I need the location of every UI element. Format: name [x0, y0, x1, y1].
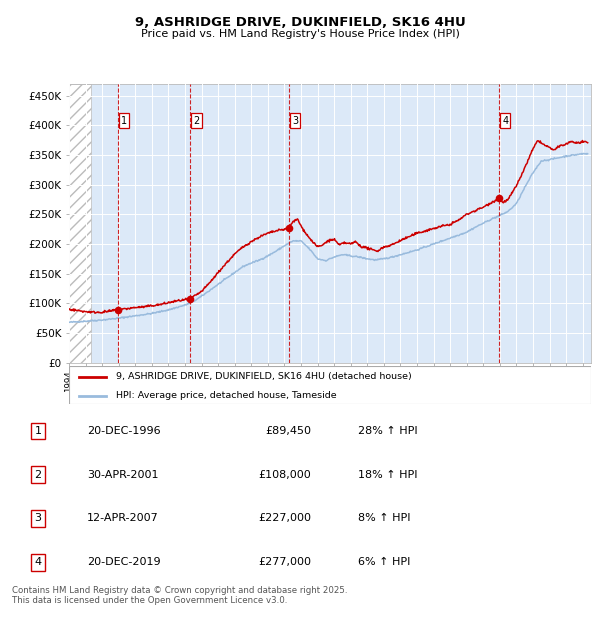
Text: 3: 3	[292, 115, 298, 125]
Text: 18% ↑ HPI: 18% ↑ HPI	[358, 470, 417, 480]
Text: 28% ↑ HPI: 28% ↑ HPI	[358, 426, 417, 436]
Text: £227,000: £227,000	[259, 513, 311, 523]
Text: 4: 4	[502, 115, 508, 125]
Text: Contains HM Land Registry data © Crown copyright and database right 2025.
This d: Contains HM Land Registry data © Crown c…	[12, 586, 347, 605]
Text: 2: 2	[34, 470, 41, 480]
Text: 4: 4	[34, 557, 41, 567]
Text: Price paid vs. HM Land Registry's House Price Index (HPI): Price paid vs. HM Land Registry's House …	[140, 29, 460, 39]
Text: 12-APR-2007: 12-APR-2007	[87, 513, 158, 523]
Text: 3: 3	[34, 513, 41, 523]
Text: 1: 1	[121, 115, 127, 125]
Text: £108,000: £108,000	[259, 470, 311, 480]
Text: £89,450: £89,450	[266, 426, 311, 436]
Text: 2: 2	[193, 115, 200, 125]
Text: 1: 1	[34, 426, 41, 436]
Text: 6% ↑ HPI: 6% ↑ HPI	[358, 557, 410, 567]
Text: 9, ASHRIDGE DRIVE, DUKINFIELD, SK16 4HU: 9, ASHRIDGE DRIVE, DUKINFIELD, SK16 4HU	[134, 16, 466, 29]
Bar	[69, 84, 91, 363]
Text: 20-DEC-1996: 20-DEC-1996	[87, 426, 161, 436]
Text: 9, ASHRIDGE DRIVE, DUKINFIELD, SK16 4HU (detached house): 9, ASHRIDGE DRIVE, DUKINFIELD, SK16 4HU …	[116, 372, 412, 381]
Text: 8% ↑ HPI: 8% ↑ HPI	[358, 513, 410, 523]
FancyBboxPatch shape	[69, 366, 591, 404]
Text: £277,000: £277,000	[259, 557, 311, 567]
Text: 30-APR-2001: 30-APR-2001	[87, 470, 158, 480]
Text: 20-DEC-2019: 20-DEC-2019	[87, 557, 161, 567]
Text: HPI: Average price, detached house, Tameside: HPI: Average price, detached house, Tame…	[116, 391, 337, 401]
